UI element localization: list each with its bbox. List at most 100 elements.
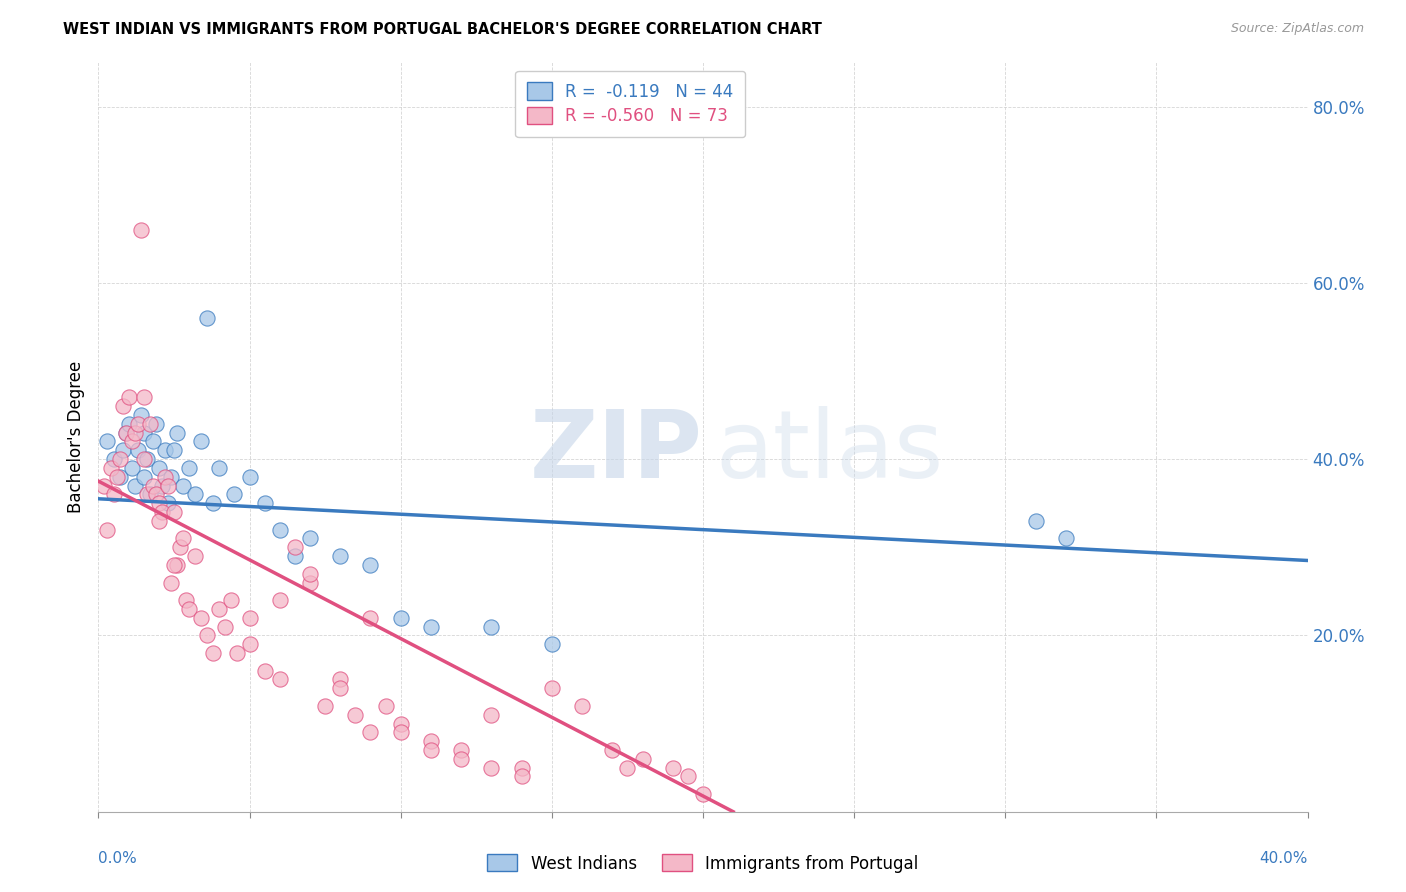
- Point: [389, 716, 412, 731]
- Point: [269, 673, 291, 687]
- Point: [450, 752, 472, 766]
- Point: [172, 478, 194, 492]
- Point: [132, 452, 155, 467]
- Point: [510, 761, 533, 775]
- Point: [108, 452, 131, 467]
- Point: [163, 443, 186, 458]
- Point: [127, 417, 149, 431]
- Point: [135, 487, 157, 501]
- Point: [93, 478, 115, 492]
- Point: [103, 452, 125, 467]
- Point: [224, 487, 246, 501]
- Point: [121, 461, 143, 475]
- Point: [540, 637, 562, 651]
- Point: [148, 496, 170, 510]
- Point: [111, 443, 134, 458]
- Point: [179, 602, 201, 616]
- Point: [571, 698, 593, 713]
- Point: [114, 425, 136, 440]
- Point: [103, 487, 125, 501]
- Text: Source: ZipAtlas.com: Source: ZipAtlas.com: [1230, 22, 1364, 36]
- Point: [96, 434, 118, 449]
- Point: [160, 469, 183, 483]
- Point: [284, 541, 307, 555]
- Point: [1054, 532, 1077, 546]
- Point: [139, 487, 162, 501]
- Point: [208, 602, 231, 616]
- Point: [153, 469, 176, 483]
- Point: [195, 628, 218, 642]
- Point: [239, 637, 262, 651]
- Point: [132, 469, 155, 483]
- Point: [114, 425, 136, 440]
- Point: [239, 611, 262, 625]
- Point: [195, 311, 218, 326]
- Point: [202, 496, 225, 510]
- Point: [148, 461, 170, 475]
- Point: [450, 743, 472, 757]
- Point: [166, 558, 188, 572]
- Point: [108, 469, 131, 483]
- Text: 0.0%: 0.0%: [98, 851, 138, 865]
- Point: [360, 611, 382, 625]
- Point: [481, 707, 503, 722]
- Point: [314, 698, 336, 713]
- Point: [153, 443, 176, 458]
- Point: [389, 611, 412, 625]
- Point: [145, 487, 167, 501]
- Point: [142, 478, 165, 492]
- Point: [226, 646, 249, 660]
- Point: [616, 761, 638, 775]
- Point: [160, 575, 183, 590]
- Point: [150, 505, 173, 519]
- Point: [299, 566, 322, 581]
- Point: [135, 452, 157, 467]
- Point: [420, 743, 443, 757]
- Point: [139, 417, 162, 431]
- Point: [329, 549, 352, 563]
- Point: [540, 681, 562, 696]
- Y-axis label: Bachelor's Degree: Bachelor's Degree: [66, 361, 84, 513]
- Point: [172, 532, 194, 546]
- Point: [239, 469, 262, 483]
- Point: [166, 425, 188, 440]
- Point: [148, 514, 170, 528]
- Point: [481, 619, 503, 633]
- Point: [329, 673, 352, 687]
- Point: [156, 478, 179, 492]
- Point: [202, 646, 225, 660]
- Point: [96, 523, 118, 537]
- Point: [190, 611, 212, 625]
- Point: [253, 496, 276, 510]
- Point: [118, 417, 141, 431]
- Point: [124, 478, 146, 492]
- Point: [253, 664, 276, 678]
- Point: [179, 461, 201, 475]
- Point: [156, 496, 179, 510]
- Point: [299, 532, 322, 546]
- Point: [284, 549, 307, 563]
- Text: ZIP: ZIP: [530, 406, 703, 498]
- Point: [360, 725, 382, 739]
- Text: WEST INDIAN VS IMMIGRANTS FROM PORTUGAL BACHELOR'S DEGREE CORRELATION CHART: WEST INDIAN VS IMMIGRANTS FROM PORTUGAL …: [63, 22, 823, 37]
- Legend: West Indians, Immigrants from Portugal: West Indians, Immigrants from Portugal: [481, 847, 925, 880]
- Point: [1024, 514, 1046, 528]
- Point: [692, 787, 714, 801]
- Point: [389, 725, 412, 739]
- Point: [118, 391, 141, 405]
- Text: 40.0%: 40.0%: [1260, 851, 1308, 865]
- Point: [329, 681, 352, 696]
- Text: atlas: atlas: [716, 406, 943, 498]
- Point: [132, 391, 155, 405]
- Point: [299, 575, 322, 590]
- Point: [111, 399, 134, 413]
- Legend: R =  -0.119   N = 44, R = -0.560   N = 73: R = -0.119 N = 44, R = -0.560 N = 73: [516, 70, 745, 137]
- Point: [163, 505, 186, 519]
- Point: [420, 619, 443, 633]
- Point: [184, 487, 207, 501]
- Point: [420, 734, 443, 748]
- Point: [121, 434, 143, 449]
- Point: [269, 593, 291, 607]
- Point: [481, 761, 503, 775]
- Point: [510, 769, 533, 783]
